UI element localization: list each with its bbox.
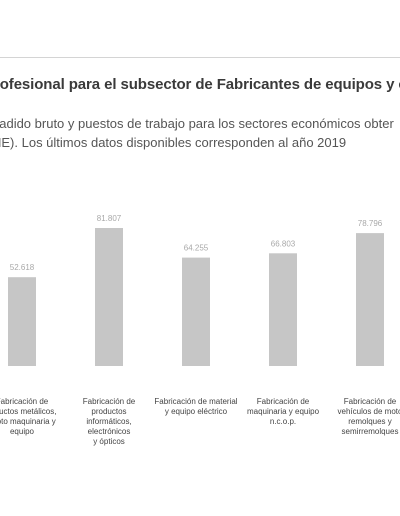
bar-3 (182, 257, 210, 366)
category-label-2: Fabricación de productos informáticos, elec… (59, 397, 159, 447)
category-label-line: vehículos de moto (337, 407, 400, 416)
category-label-line: electrónicos (87, 427, 131, 436)
category-label-line: Fabricación de (256, 397, 310, 406)
category-label-3: Fabricación de material y equipo eléctric… (146, 397, 246, 417)
data-label-2: 81.807 (97, 214, 122, 223)
chart-title: rofesional para el subsector de Fabrican… (0, 76, 400, 93)
category-label-line: productos (91, 407, 127, 416)
category-label-line: remolques y (348, 417, 392, 426)
category-label-line: Fabricación de (82, 397, 136, 406)
category-label-line: Fabricación de (343, 397, 397, 406)
category-label-line: cepto maquinaria y (0, 417, 56, 426)
category-label-line: Fabricación de material (154, 397, 238, 406)
category-label-line: y equipo eléctrico (164, 407, 228, 416)
data-label-1: 52.618 (10, 263, 35, 272)
category-label-line: n.c.o.p. (269, 417, 297, 426)
category-label-line: Fabricación de (0, 397, 49, 406)
bar-1 (8, 277, 36, 366)
data-label-5: 78.796 (358, 219, 383, 228)
bar-4 (269, 253, 297, 366)
category-label-4: Fabricación de maquinaria y equipo n.c.o.p… (233, 397, 333, 427)
category-label-line: equipo (9, 427, 35, 436)
chart-subtitle-line-1: ñadido bruto y puestos de trabajo para l… (0, 116, 394, 131)
category-label-line: informáticos, (86, 417, 132, 426)
bar-2 (95, 228, 123, 366)
bar-5 (356, 233, 384, 366)
category-label-5: Fabricación de vehículos de moto remolques… (320, 397, 400, 437)
data-label-3: 64.255 (184, 244, 209, 253)
data-label-4: 66.803 (271, 239, 296, 248)
category-label-1: Fabricación deroductos metálicos,cepto m… (0, 397, 72, 437)
category-label-line: maquinaria y equipo (246, 407, 320, 416)
category-label-line: roductos metálicos, (0, 407, 57, 416)
chart-subtitle-line-2: NE). Los últimos datos disponibles corre… (0, 135, 347, 150)
top-divider (0, 57, 400, 58)
category-label-line: y ópticos (93, 437, 125, 446)
category-label-line: semirremolques (341, 427, 399, 436)
